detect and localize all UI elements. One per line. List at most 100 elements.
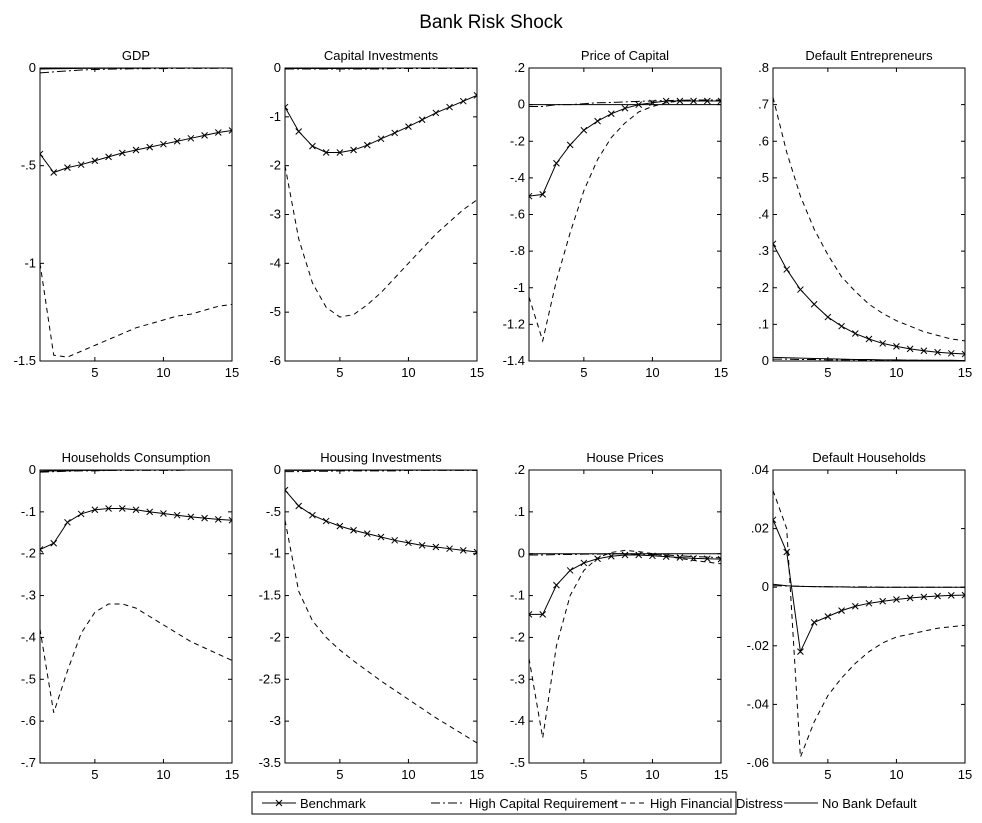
legend-box [251, 791, 737, 815]
panel: Price of Capital 5 10 15 -1.4 -1.2 -1 -.8 -.6 -.4… [503, 48, 729, 380]
panel-title: Households Consumption [62, 450, 211, 465]
y-tick-label: .04 [751, 462, 769, 477]
panel-title: Housing Investments [320, 450, 442, 465]
x-tick-label: 5 [336, 767, 343, 782]
data-point-marker [187, 513, 195, 521]
y-tick-label: -.4 [21, 629, 36, 644]
data-point-marker [214, 129, 222, 136]
legend-label: Benchmark [300, 796, 366, 811]
panel-grid: GDP 5 10 15 -1.5 -1 -.5 0 Capital Investments 5 10… [14, 48, 973, 782]
data-point-marker [322, 149, 330, 156]
data-point-marker [865, 335, 873, 343]
data-point-marker [662, 553, 670, 560]
y-tick-label: -2 [269, 158, 281, 173]
data-point-marker [405, 123, 412, 130]
data-point-marker [690, 554, 697, 562]
data-point-marker [553, 581, 560, 589]
y-tick-label: 0 [29, 60, 36, 75]
data-point-marker [810, 300, 818, 308]
panel-title: GDP [122, 48, 150, 63]
panel: Default Entrepreneurs 5 10 15 0 .1 .2 .3 .4 .5 .6.… [758, 48, 972, 380]
series-line [40, 263, 232, 358]
data-point-marker [160, 140, 167, 148]
data-point-marker [566, 141, 574, 149]
axes-box [39, 469, 233, 764]
data-point-marker [146, 508, 154, 516]
data-point-marker [529, 611, 533, 618]
data-point-marker [201, 132, 208, 139]
series-line [529, 99, 721, 107]
data-point-marker [377, 135, 385, 143]
data-point-marker [40, 150, 44, 158]
data-point-marker [309, 511, 316, 519]
data-point-marker [703, 97, 711, 105]
y-tick-label: 0 [518, 97, 525, 112]
x-tick-label: 15 [958, 767, 972, 782]
x-tick-label: 5 [824, 365, 831, 380]
panel-title: Capital Investments [324, 48, 439, 63]
data-point-marker [146, 143, 154, 151]
data-point-marker [118, 505, 126, 512]
data-point-marker [309, 142, 316, 150]
panel-title: Price of Capital [581, 48, 669, 63]
y-tick-label: -1 [269, 109, 281, 124]
x-tick-label: 10 [645, 767, 659, 782]
data-point-marker [773, 516, 777, 524]
x-tick-label: 5 [91, 767, 98, 782]
data-point-marker [851, 330, 859, 337]
y-tick-label: .2 [758, 280, 769, 295]
y-tick-label: -2 [269, 629, 281, 644]
axes-box [284, 469, 478, 764]
y-tick-label: -.5 [510, 755, 525, 770]
plot-area [773, 97, 965, 361]
y-tick-label: -1.5 [14, 353, 36, 368]
data-point-marker [824, 613, 832, 620]
data-point-marker [285, 486, 289, 494]
x-tick-label: 10 [889, 365, 903, 380]
data-point-marker [566, 567, 574, 574]
data-point-marker [105, 505, 112, 512]
legend: Benchmark High Capital Requirement High Fi… [251, 791, 917, 815]
y-tick-label: -4 [269, 255, 281, 270]
data-point-marker [906, 594, 914, 602]
y-tick-label: .4 [758, 207, 769, 222]
y-tick-label: .1 [758, 316, 769, 331]
data-point-marker [173, 511, 181, 519]
data-point-marker [377, 533, 385, 541]
data-point-marker [594, 555, 601, 563]
data-point-marker [214, 516, 222, 523]
x-tick-label: 5 [336, 365, 343, 380]
x-tick-label: 5 [580, 767, 587, 782]
data-point-marker [418, 116, 426, 124]
data-point-marker [391, 129, 399, 137]
x-tick-label: 10 [156, 365, 170, 380]
y-tick-label: 0 [762, 353, 769, 368]
data-point-marker [322, 517, 330, 525]
data-point-marker [91, 157, 99, 165]
y-tick-label: -.06 [747, 755, 769, 770]
data-point-marker [473, 548, 477, 556]
y-tick-label: -6 [269, 353, 281, 368]
x-tick-label: 15 [470, 365, 484, 380]
data-point-marker [621, 104, 629, 112]
data-point-marker [118, 149, 126, 157]
data-point-marker [717, 555, 721, 563]
data-point-marker [893, 596, 900, 603]
panel-title: House Prices [586, 450, 664, 465]
series-line [40, 603, 232, 713]
data-point-marker [228, 127, 232, 134]
series-line [529, 553, 721, 559]
y-tick-label: -.1 [510, 588, 525, 603]
y-tick-label: -.2 [21, 546, 36, 561]
y-tick-label: .5 [758, 170, 769, 185]
figure-title: Bank Risk Shock [419, 12, 563, 33]
data-point-marker [703, 555, 711, 563]
x-tick-label: 15 [714, 767, 728, 782]
x-tick-label: 10 [645, 365, 659, 380]
data-point-marker [432, 543, 440, 551]
data-point-marker [173, 137, 181, 145]
series-line [773, 583, 965, 588]
series-line [40, 68, 232, 70]
data-point-marker [810, 619, 818, 626]
y-tick-label: -.5 [21, 158, 36, 173]
